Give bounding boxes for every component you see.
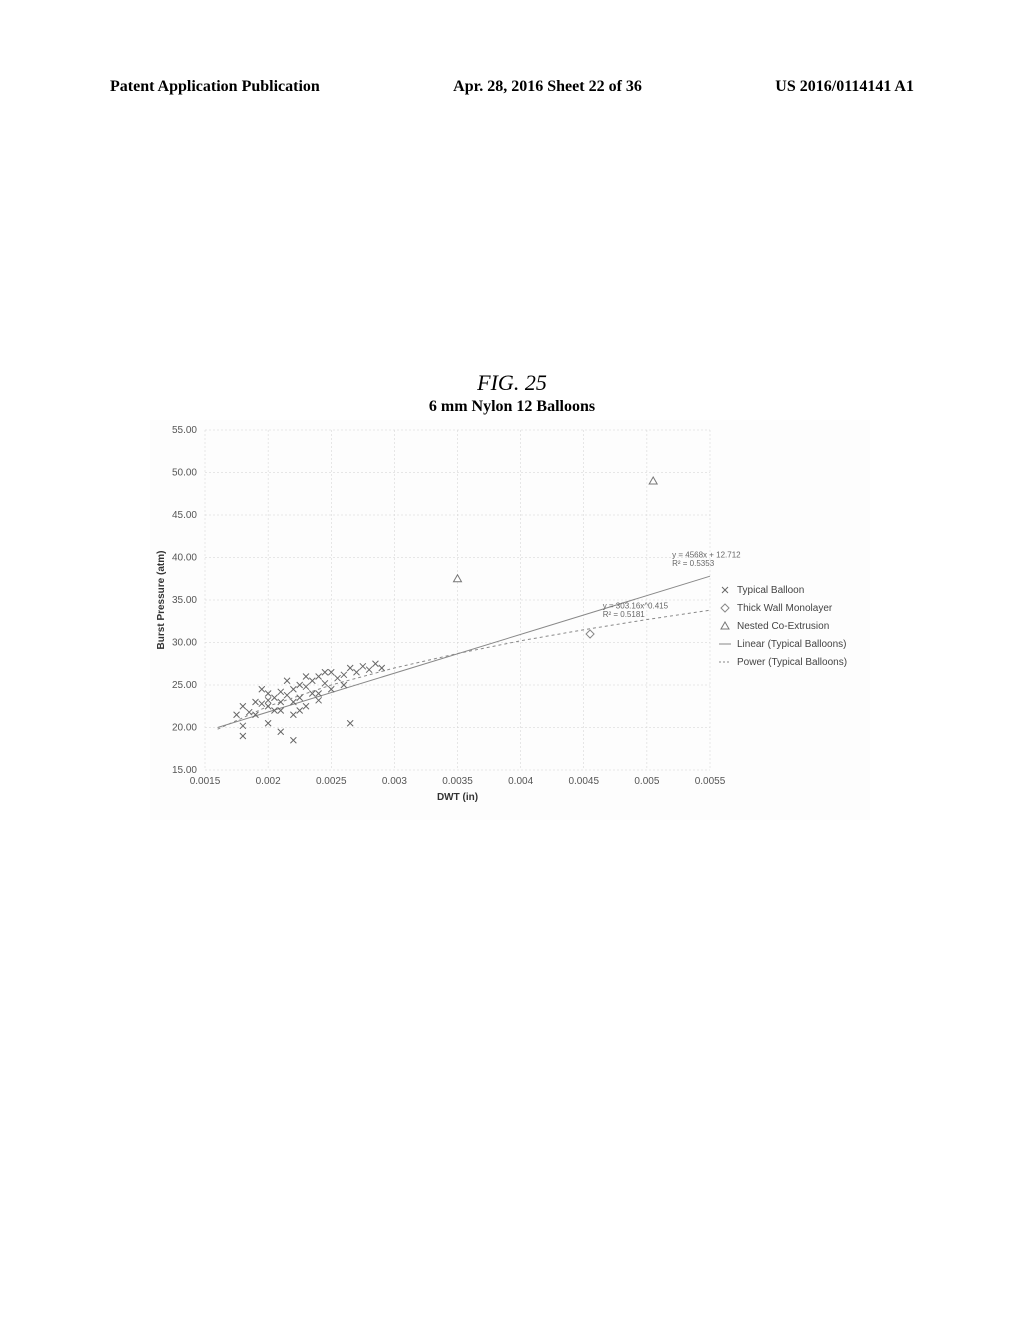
svg-text:25.00: 25.00 bbox=[172, 680, 197, 691]
svg-text:40.00: 40.00 bbox=[172, 553, 197, 564]
svg-text:Thick Wall Monolayer: Thick Wall Monolayer bbox=[737, 603, 833, 614]
svg-text:Nested Co-Extrusion: Nested Co-Extrusion bbox=[737, 621, 829, 632]
svg-text:55.00: 55.00 bbox=[172, 425, 197, 436]
page-header: Patent Application Publication Apr. 28, … bbox=[0, 78, 1024, 96]
svg-text:Burst Pressure (atm): Burst Pressure (atm) bbox=[156, 551, 167, 650]
svg-text:0.0055: 0.0055 bbox=[695, 776, 726, 787]
chart-title: 6 mm Nylon 12 Balloons bbox=[0, 398, 1024, 416]
figure-label: FIG. 25 bbox=[0, 370, 1024, 396]
svg-text:0.002: 0.002 bbox=[256, 776, 281, 787]
svg-text:Power (Typical Balloons): Power (Typical Balloons) bbox=[737, 657, 847, 668]
svg-text:Typical Balloon: Typical Balloon bbox=[737, 585, 804, 596]
svg-text:0.0025: 0.0025 bbox=[316, 776, 347, 787]
svg-text:R² = 0.5181: R² = 0.5181 bbox=[603, 610, 646, 619]
svg-text:0.0015: 0.0015 bbox=[190, 776, 221, 787]
chart-svg: 15.00 20.00 25.00 30.00 35.00 40.00 45.00 50.00… bbox=[150, 420, 870, 820]
svg-text:20.00: 20.00 bbox=[172, 723, 197, 734]
svg-text:DWT (in): DWT (in) bbox=[437, 792, 478, 803]
svg-text:0.0045: 0.0045 bbox=[568, 776, 599, 787]
svg-text:0.0035: 0.0035 bbox=[442, 776, 473, 787]
svg-text:15.00: 15.00 bbox=[172, 765, 197, 776]
scatter-chart: 15.00 20.00 25.00 30.00 35.00 40.00 45.00 50.00… bbox=[150, 420, 870, 820]
header-center: Apr. 28, 2016 Sheet 22 of 36 bbox=[453, 78, 642, 96]
svg-text:0.004: 0.004 bbox=[508, 776, 533, 787]
svg-text:50.00: 50.00 bbox=[172, 468, 197, 479]
header-right: US 2016/0114141 A1 bbox=[775, 78, 914, 96]
svg-text:30.00: 30.00 bbox=[172, 638, 197, 649]
header-left: Patent Application Publication bbox=[110, 78, 320, 96]
svg-text:R² = 0.5353: R² = 0.5353 bbox=[672, 559, 715, 568]
svg-text:Linear (Typical Balloons): Linear (Typical Balloons) bbox=[737, 639, 847, 650]
svg-text:0.003: 0.003 bbox=[382, 776, 407, 787]
svg-text:0.005: 0.005 bbox=[634, 776, 659, 787]
svg-text:45.00: 45.00 bbox=[172, 510, 197, 521]
svg-text:35.00: 35.00 bbox=[172, 595, 197, 606]
